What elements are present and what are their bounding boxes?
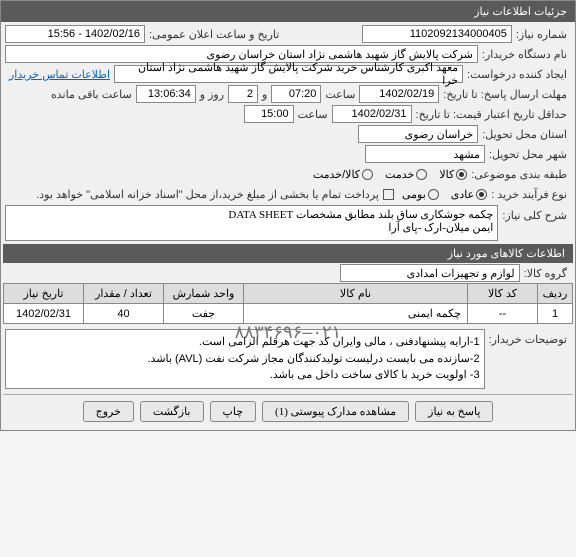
th-qty: تعداد / مقدار <box>84 284 164 304</box>
td-qty: 40 <box>84 304 164 324</box>
th-code: کد کالا <box>468 284 538 304</box>
group-value: لوازم و تجهیزات امدادی <box>340 264 520 282</box>
td-name: چکمه ایمنی <box>244 304 468 324</box>
process-option-normal[interactable]: عادی <box>451 188 487 201</box>
panel-content: شماره نیاز: 1102092134000405 تاریخ و ساع… <box>1 22 575 430</box>
panel-title: جزئیات اطلاعات نیاز <box>1 1 575 22</box>
td-row: 1 <box>538 304 573 324</box>
city-label: شهر محل تحویل: <box>485 148 571 161</box>
td-unit: جفت <box>164 304 244 324</box>
treasury-note: پرداخت تمام یا بخشی از مبلغ خرید،از محل … <box>32 188 383 201</box>
validity-date: 1402/02/31 <box>332 105 412 123</box>
button-bar: پاسخ به نیاز مشاهده مدارک پیوستی (1) چاپ… <box>3 394 573 428</box>
validity-time: 15:00 <box>244 105 294 123</box>
contact-link[interactable]: اطلاعات تماس خریدار <box>5 68 114 81</box>
cls-option-both[interactable]: کالا/خدمت <box>313 168 373 181</box>
province-label: استان محل تحویل: <box>478 128 571 141</box>
process-radio-group: عادی بومی <box>402 188 487 201</box>
cls-option-goods[interactable]: کالا <box>439 168 467 181</box>
desc-label: شرح کلی نیاز: <box>498 205 571 222</box>
announce-value: 1402/02/16 - 15:56 <box>5 25 145 43</box>
desc-textarea[interactable] <box>5 205 498 241</box>
th-name: نام کالا <box>244 284 468 304</box>
respond-button[interactable]: پاسخ به نیاز <box>415 401 493 422</box>
validity-time-lbl: ساعت <box>294 108 332 121</box>
items-section-title: اطلاعات کالاهای مورد نیاز <box>3 244 573 263</box>
city-value: مشهد <box>365 145 485 163</box>
table-row[interactable]: 1 -- چکمه ایمنی جفت 40 1402/02/31 <box>4 304 573 324</box>
th-row: ردیف <box>538 284 573 304</box>
cls-option-service[interactable]: خدمت <box>385 168 427 181</box>
table-header-row: ردیف کد کالا نام کالا واحد شمارش تعداد /… <box>4 284 573 304</box>
th-unit: واحد شمارش <box>164 284 244 304</box>
deadline-date: 1402/02/19 <box>359 85 439 103</box>
th-date: تاریخ نیاز <box>4 284 84 304</box>
requester-label: ایجاد کننده درخواست: <box>463 68 571 81</box>
treasury-checkbox[interactable] <box>383 189 394 200</box>
deadline-hms: 13:06:34 <box>136 85 196 103</box>
print-button[interactable]: چاپ <box>210 401 257 422</box>
deadline-label: مهلت ارسال پاسخ: تا تاریخ: <box>439 88 571 101</box>
need-no-label: شماره نیاز: <box>512 28 571 41</box>
buyer-label: نام دستگاه خریدار: <box>478 48 571 61</box>
deadline-time: 07:20 <box>271 85 321 103</box>
deadline-time-lbl: ساعت <box>321 88 359 101</box>
td-code: -- <box>468 304 538 324</box>
attachments-button[interactable]: مشاهده مدارک پیوستی (1) <box>262 401 409 422</box>
radio-icon <box>428 189 439 200</box>
need-no-value: 1102092134000405 <box>362 25 512 43</box>
radio-icon <box>362 169 373 180</box>
radio-icon <box>416 169 427 180</box>
radio-icon <box>456 169 467 180</box>
td-date: 1402/02/31 <box>4 304 84 324</box>
validity-label: حداقل تاریخ اعتبار قیمت: تا تاریخ: <box>412 108 571 121</box>
province-value: خراسان رضوی <box>358 125 478 143</box>
process-option-local[interactable]: بومی <box>402 188 439 201</box>
note-line: 2-سازنده می بایست درلیست تولیدکنندگان مج… <box>10 351 480 368</box>
items-table: ردیف کد کالا نام کالا واحد شمارش تعداد /… <box>3 283 573 324</box>
process-label: نوع فرآیند خرید : <box>487 188 571 201</box>
note-line: 1-ارایه پیشنهادفنی ، مالی وایران کد جهت … <box>10 334 480 351</box>
cls-radio-group: کالا خدمت کالا/خدمت <box>313 168 467 181</box>
buyer-notes: 1-ارایه پیشنهادفنی ، مالی وایران کد جهت … <box>5 329 485 389</box>
radio-icon <box>476 189 487 200</box>
announce-label: تاریخ و ساعت اعلان عمومی: <box>145 28 283 41</box>
group-label: گروه کالا: <box>520 267 571 280</box>
deadline-remain: ساعت باقی مانده <box>47 88 136 101</box>
deadline-days-lbl: روز و <box>196 88 228 101</box>
needs-detail-panel: جزئیات اطلاعات نیاز شماره نیاز: 11020921… <box>0 0 576 431</box>
deadline-and: و <box>258 88 271 101</box>
cls-label: طبقه بندی موضوعی: <box>467 168 571 181</box>
requester-value: معهد اكبری كارشناس خرید شركت پالایش گاز … <box>114 65 463 83</box>
exit-button[interactable]: خروج <box>83 401 134 422</box>
deadline-days: 2 <box>228 85 258 103</box>
note-line: 3- اولویت خرید با کالای ساخت داخل می باش… <box>10 367 480 384</box>
back-button[interactable]: بازگشت <box>140 401 204 422</box>
buyer-notes-label: توضیحات خریدار: <box>485 329 571 346</box>
